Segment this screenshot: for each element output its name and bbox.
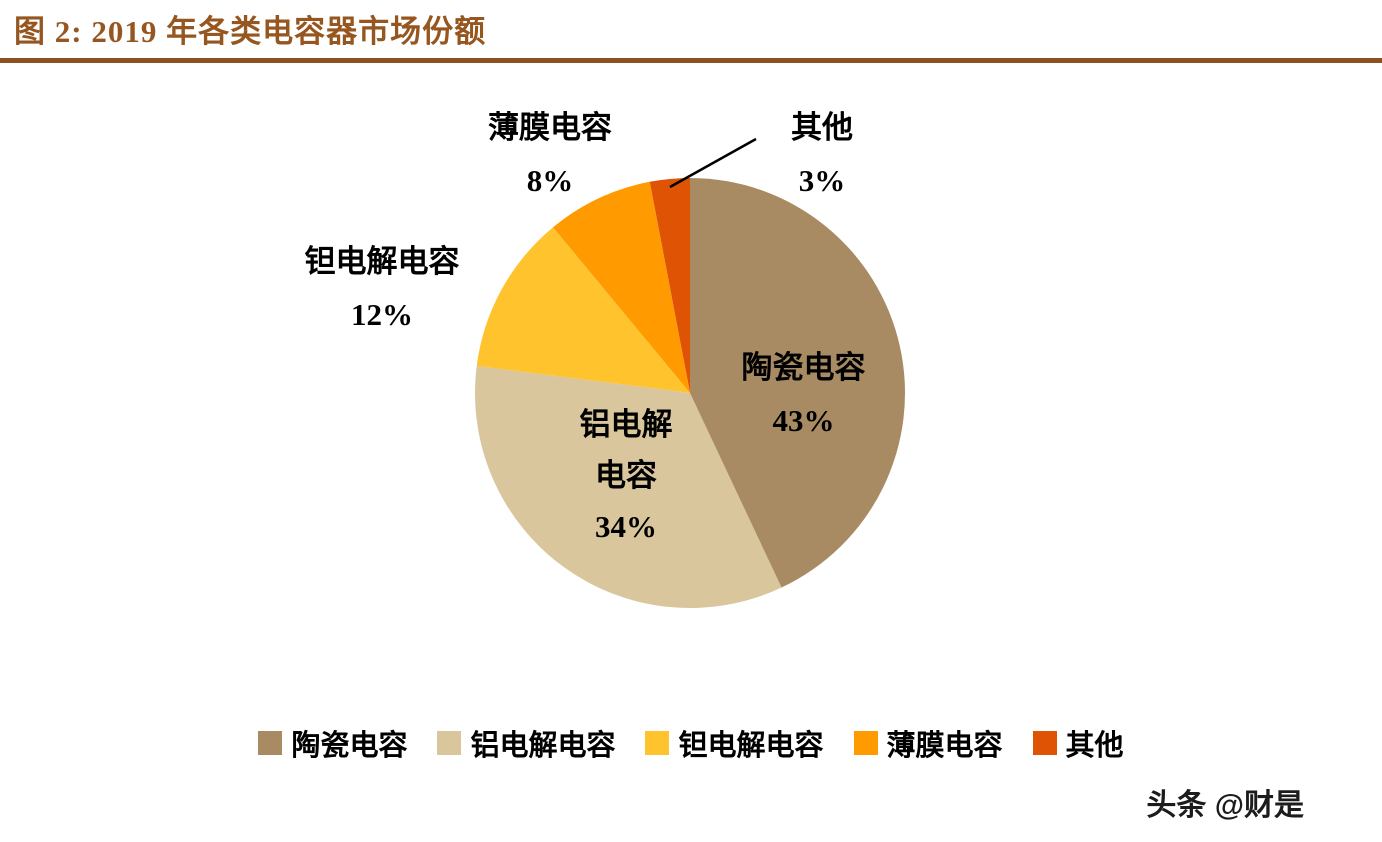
- pie-svg: [475, 137, 906, 608]
- legend-swatch-aluminum: [437, 731, 462, 755]
- pie-chart: 薄膜电容 8% 其他 3% 钽电解电容 12% 陶瓷电容 43% 铝电解 电容 …: [0, 63, 1382, 723]
- other-leader-line: [669, 137, 757, 189]
- legend-swatch-ceramic: [258, 731, 283, 755]
- legend-swatch-film: [853, 731, 878, 755]
- pie-slice-2: [476, 227, 690, 393]
- legend-item-other: 其他: [1032, 722, 1124, 764]
- label-tantalum-capacitor: 钽电解电容 12%: [304, 244, 460, 333]
- label-ceramic-capacitor: 陶瓷电容 43%: [741, 350, 866, 439]
- legend-swatch-tantalum: [645, 731, 670, 755]
- legend-item-film: 薄膜电容: [853, 722, 1003, 764]
- figure-title: 图 2: 2019 年各类电容器市场份额: [14, 14, 487, 49]
- legend-label-tantalum: 钽电解电容: [678, 730, 824, 762]
- pie-slice-1: [475, 366, 782, 608]
- title-divider: [0, 58, 1382, 63]
- watermark: 头条 @财是: [1146, 789, 1304, 822]
- legend-label-aluminum: 铝电解电容: [470, 730, 616, 762]
- pie-slice-0: [690, 178, 906, 588]
- label-other: 其他 3%: [791, 110, 853, 199]
- legend-swatch-other: [1032, 731, 1057, 755]
- pie-slice-3: [552, 181, 690, 393]
- legend-item-ceramic: 陶瓷电容: [258, 722, 407, 764]
- legend-label-ceramic: 陶瓷电容: [291, 730, 408, 762]
- legend-label-other: 其他: [1065, 730, 1124, 762]
- pie-slice-4: [649, 178, 690, 393]
- legend: 陶瓷电容 铝电解电容 钽电解电容 薄膜电容 其他: [0, 722, 1382, 764]
- legend-item-aluminum: 铝电解电容: [437, 722, 615, 764]
- label-film-capacitor: 薄膜电容 8%: [488, 110, 612, 199]
- legend-label-film: 薄膜电容: [886, 730, 1003, 762]
- label-aluminum-capacitor: 铝电解 电容 34%: [579, 407, 673, 545]
- legend-item-tantalum: 钽电解电容: [645, 722, 824, 764]
